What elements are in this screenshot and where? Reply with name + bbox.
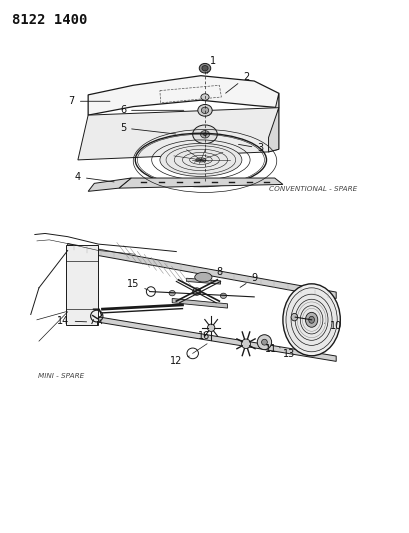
Ellipse shape [169, 290, 175, 296]
Ellipse shape [200, 131, 209, 138]
Ellipse shape [197, 104, 212, 116]
Text: 11: 11 [264, 344, 276, 354]
Text: MINI - SPARE: MINI - SPARE [38, 373, 84, 379]
Text: 15: 15 [127, 279, 149, 290]
Polygon shape [268, 108, 278, 152]
Text: 9: 9 [240, 273, 256, 287]
Ellipse shape [192, 288, 200, 295]
Text: 8122 1400: 8122 1400 [12, 13, 88, 27]
Polygon shape [119, 178, 282, 188]
Text: 16: 16 [198, 331, 210, 341]
Ellipse shape [192, 125, 217, 143]
Ellipse shape [201, 107, 208, 114]
Text: 13: 13 [279, 348, 294, 359]
Ellipse shape [257, 335, 271, 350]
Polygon shape [268, 93, 278, 152]
Text: 14: 14 [57, 316, 86, 326]
Text: 2: 2 [225, 72, 249, 93]
Ellipse shape [203, 133, 206, 136]
Ellipse shape [200, 94, 209, 100]
Polygon shape [67, 312, 335, 361]
Polygon shape [65, 245, 98, 325]
Polygon shape [186, 278, 220, 284]
Ellipse shape [196, 158, 206, 162]
Text: 8: 8 [210, 267, 222, 281]
Text: 10: 10 [324, 321, 342, 331]
Ellipse shape [241, 339, 250, 349]
Text: 1: 1 [207, 56, 216, 74]
Text: 5: 5 [119, 123, 175, 134]
Ellipse shape [194, 272, 211, 282]
Ellipse shape [207, 324, 214, 332]
Text: CONVENTIONAL - SPARE: CONVENTIONAL - SPARE [268, 186, 356, 192]
Text: 7: 7 [68, 96, 110, 106]
Polygon shape [172, 298, 227, 308]
Ellipse shape [199, 63, 210, 73]
Polygon shape [78, 108, 278, 160]
Ellipse shape [305, 312, 317, 327]
Ellipse shape [160, 143, 241, 176]
Polygon shape [88, 76, 278, 115]
Ellipse shape [282, 284, 339, 356]
Text: 4: 4 [75, 172, 114, 182]
Text: 3: 3 [238, 143, 263, 153]
Polygon shape [88, 178, 131, 191]
Polygon shape [67, 244, 335, 298]
Text: 12: 12 [170, 356, 189, 366]
Ellipse shape [290, 313, 297, 321]
Ellipse shape [285, 288, 336, 352]
Text: 6: 6 [120, 106, 183, 115]
Ellipse shape [261, 340, 267, 345]
Ellipse shape [308, 316, 314, 323]
Ellipse shape [202, 66, 207, 71]
Ellipse shape [220, 293, 226, 298]
